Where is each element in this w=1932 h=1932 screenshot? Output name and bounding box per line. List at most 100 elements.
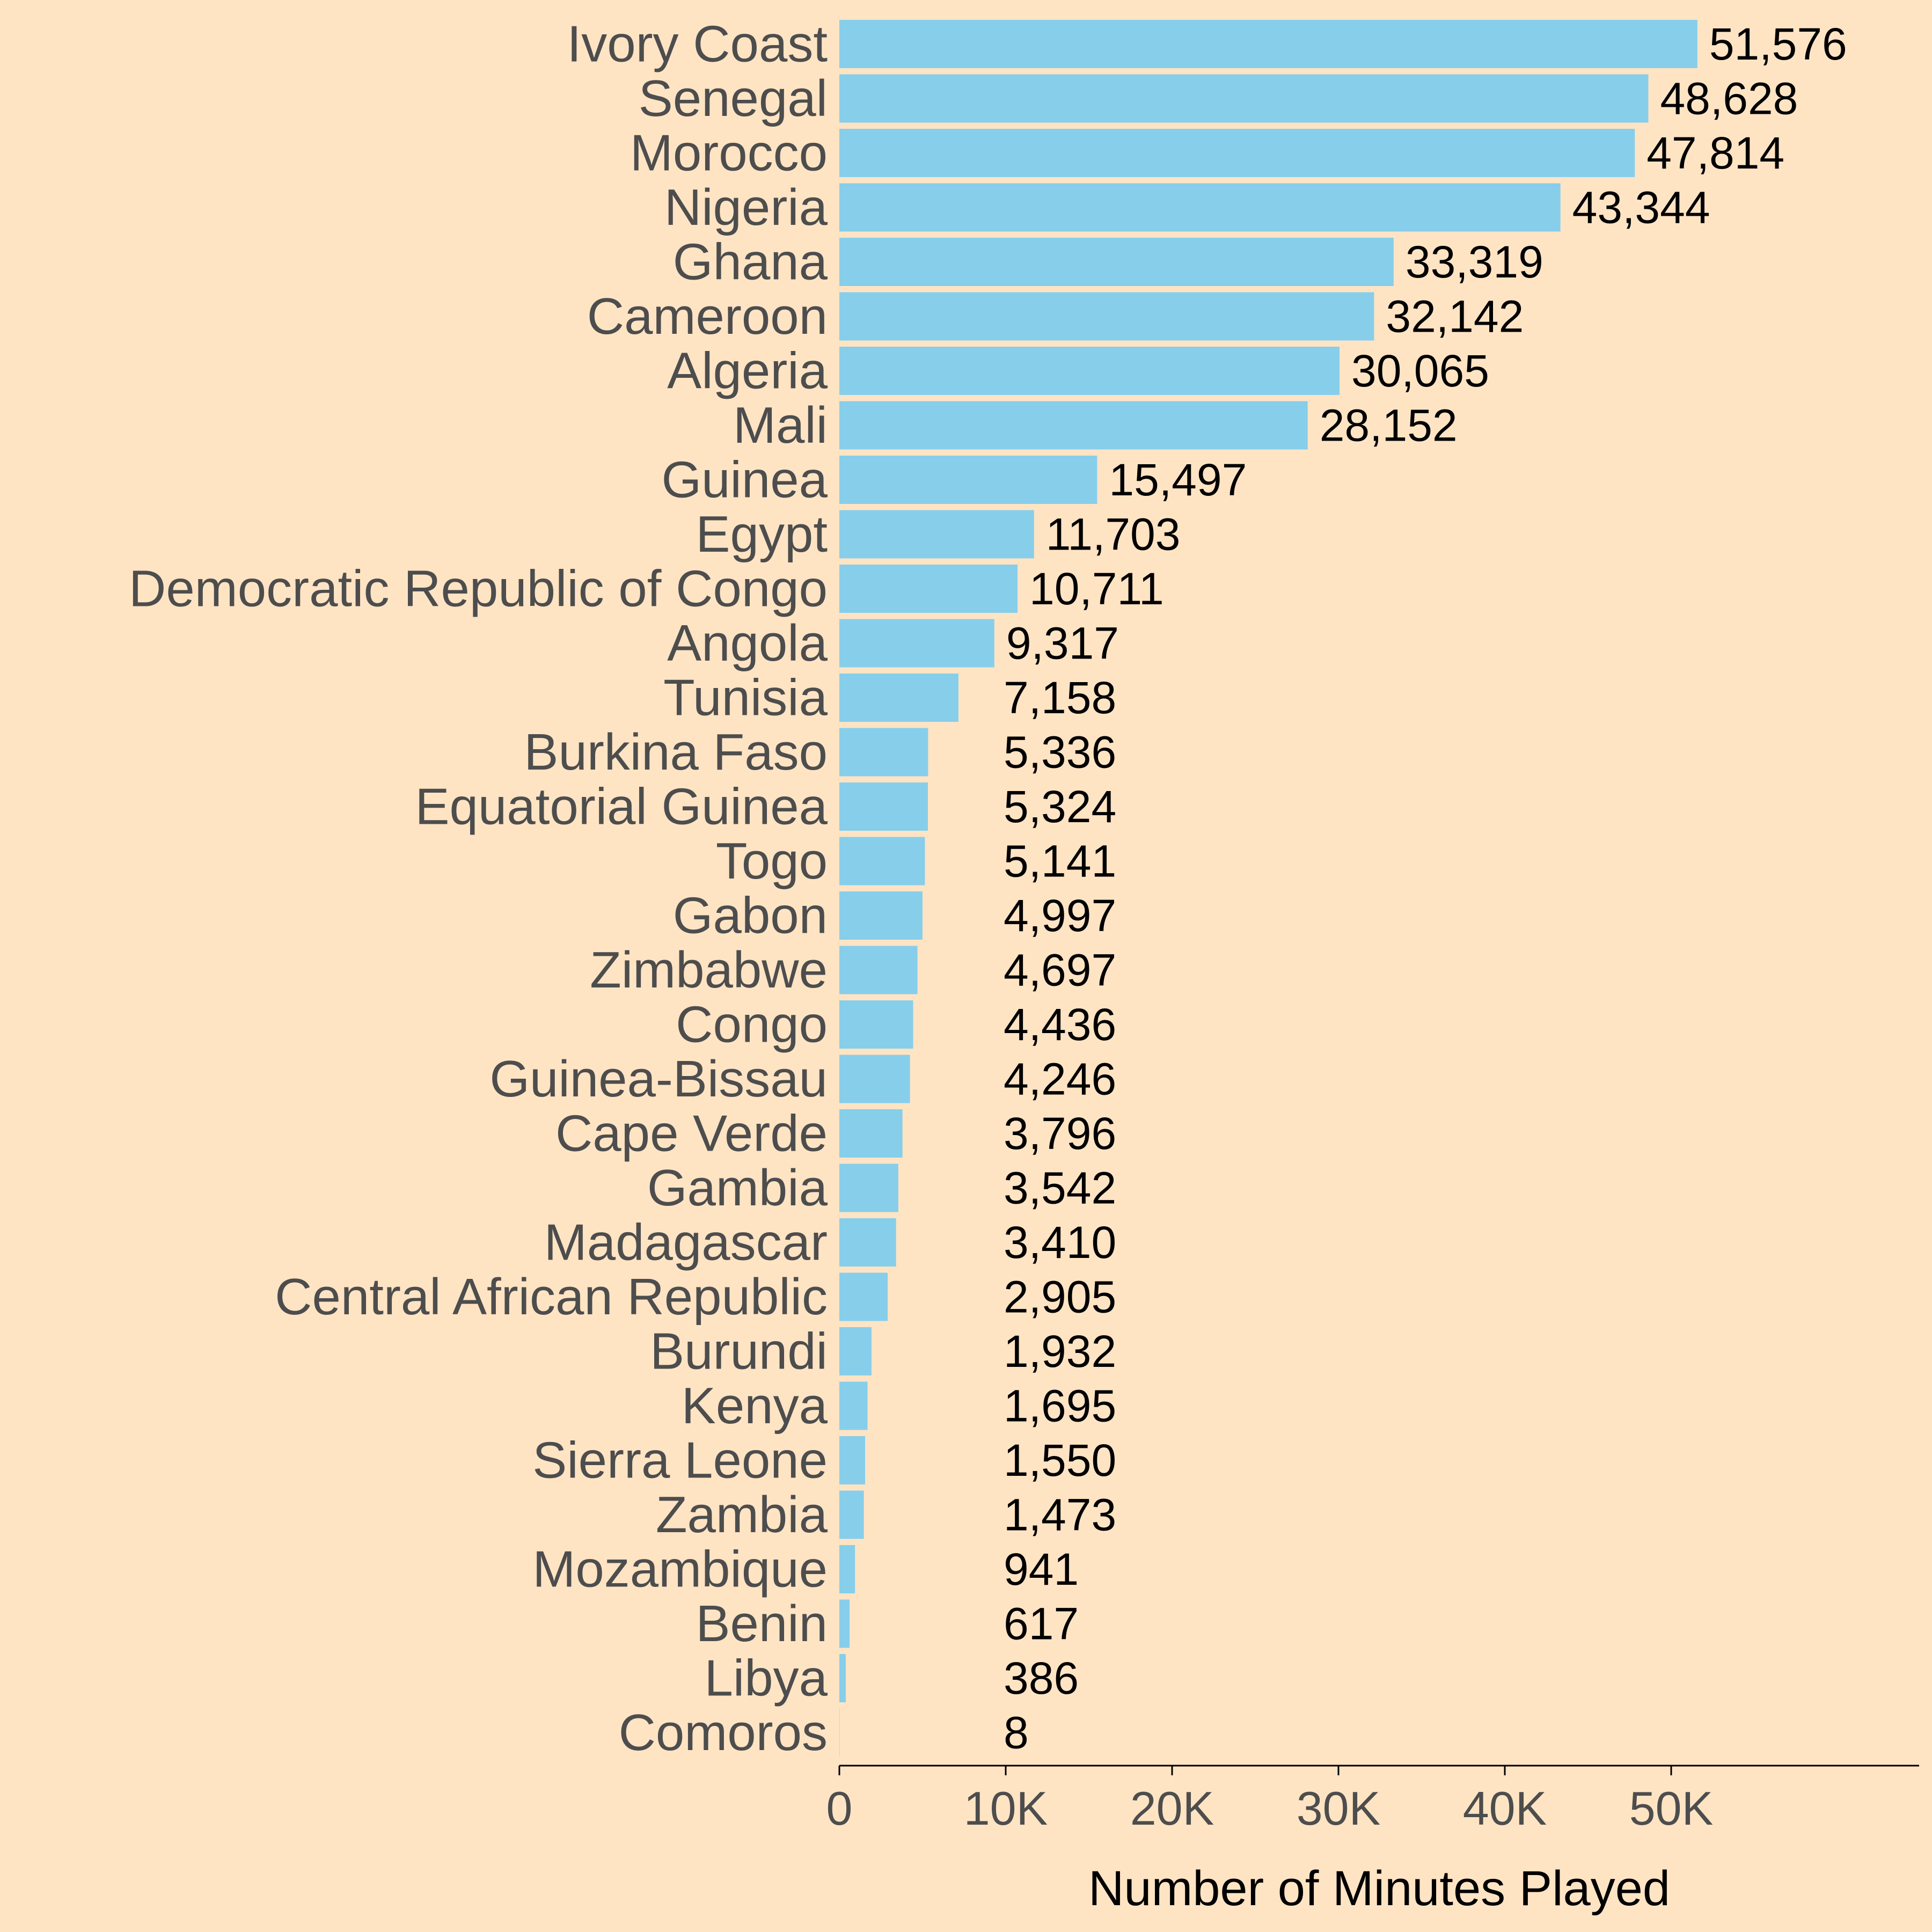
value-label: 32,142 [1386,291,1524,342]
category-label: Mali [733,397,828,454]
value-label: 11,703 [1046,509,1181,560]
bar-libya [839,1654,846,1702]
value-label: 47,814 [1646,128,1784,178]
category-label: Central African Republic [275,1268,828,1326]
category-label: Egypt [696,506,828,563]
value-label: 3,542 [1004,1163,1116,1213]
value-label: 10,711 [1029,564,1164,614]
value-label: 33,319 [1406,237,1543,287]
x-axis: 0 10K 20K 30K 40K 50K [826,1765,1919,1835]
category-label: Zimbabwe [590,941,828,999]
value-label: 386 [1004,1653,1079,1703]
x-tick-label: 0 [826,1782,853,1835]
bar-mali [839,401,1308,450]
bar-guinea [839,456,1097,504]
category-label: Comoros [619,1704,828,1761]
bar-sierra-leone [839,1436,866,1484]
value-label: 48,628 [1660,74,1798,124]
x-tick-label: 10K [964,1782,1048,1835]
category-label: Nigeria [664,179,828,236]
bar-burkina-faso [839,728,928,777]
x-tick-label: 20K [1130,1782,1214,1835]
bar-togo [839,837,925,885]
value-label: 3,796 [1004,1108,1116,1159]
category-label: Senegal [639,70,828,127]
category-label: Algeria [667,342,828,400]
category-label: Togo [716,832,828,890]
category-label: Ivory Coast [567,16,828,73]
bar-democratic-republic-of-congo [839,565,1018,613]
x-axis-title: Number of Minutes Played [1088,1861,1670,1916]
bar-burundi [839,1327,872,1375]
bar-gabon [839,891,923,940]
category-label: Burundi [650,1323,828,1380]
bar-benin [839,1599,850,1648]
value-label: 5,336 [1004,727,1116,778]
bar-egypt [839,510,1034,559]
category-label: Democratic Republic of Congo [129,560,828,618]
value-label: 4,436 [1004,999,1116,1050]
category-label: Sierra Leone [532,1432,828,1489]
category-label: Burkina Faso [524,723,828,781]
category-labels: Ivory CoastSenegalMoroccoNigeriaGhanaCam… [129,16,828,1762]
value-label: 1,932 [1004,1326,1116,1377]
value-label: 5,141 [1004,836,1116,887]
category-label: Mozambique [532,1541,828,1598]
x-tick-label: 40K [1463,1782,1547,1835]
bar-guinea-bissau [839,1055,910,1103]
bar-zimbabwe [839,946,918,994]
bar-gambia [839,1163,898,1212]
value-label: 4,697 [1004,945,1116,996]
bar-senegal [839,74,1649,123]
category-label: Libya [705,1650,828,1707]
bar-kenya [839,1381,868,1430]
bar-nigeria [839,183,1561,232]
value-label: 9,317 [1006,618,1119,669]
bar-equatorial-guinea [839,782,928,831]
category-label: Equatorial Guinea [415,778,828,836]
value-label: 617 [1004,1599,1079,1649]
value-label: 51,576 [1709,19,1847,69]
value-label: 7,158 [1004,672,1116,723]
category-label: Guinea [661,451,828,509]
category-label: Gambia [647,1159,828,1217]
value-label: 1,473 [1004,1490,1116,1540]
category-label: Madagascar [544,1214,828,1271]
value-label: 1,695 [1004,1381,1116,1431]
value-label: 1,550 [1004,1435,1116,1485]
x-tick-label: 50K [1629,1782,1714,1835]
value-label: 28,152 [1320,400,1458,451]
category-label: Gabon [673,887,828,945]
category-label: Congo [676,996,828,1053]
category-label: Angola [667,614,828,672]
category-label: Cameroon [587,288,828,345]
bar-madagascar [839,1218,896,1267]
bar-ghana [839,238,1394,286]
category-label: Guinea-Bissau [489,1050,828,1108]
bar-mozambique [839,1545,855,1593]
category-label: Kenya [682,1377,828,1435]
category-label: Cape Verde [555,1105,828,1162]
bar-congo [839,1000,913,1049]
category-label: Benin [696,1595,828,1652]
bar-central-african-republic [839,1272,888,1321]
value-label: 8 [1004,1708,1029,1758]
value-label: 43,344 [1572,182,1710,233]
bar-morocco [839,129,1635,177]
bar-ivory-coast [839,20,1697,68]
category-label: Morocco [630,125,828,182]
bar-tunisia [839,674,958,722]
x-tick-label: 30K [1297,1782,1381,1835]
bars-layer [839,20,1697,1757]
category-label: Zambia [656,1486,828,1543]
bar-comoros [839,1708,840,1757]
value-label: 3,410 [1004,1217,1116,1268]
bar-zambia [839,1490,864,1539]
bar-cape-verde [839,1109,903,1158]
bar-angola [839,619,994,668]
bar-cameroon [839,292,1374,341]
value-label: 2,905 [1004,1272,1116,1322]
